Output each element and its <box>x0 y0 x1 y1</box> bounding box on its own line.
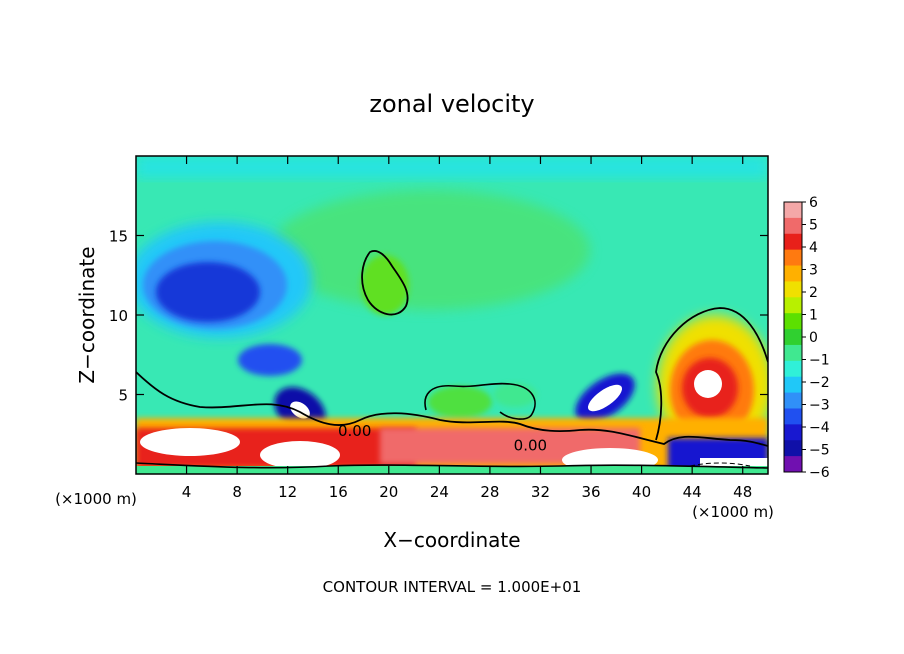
colorbar-band <box>784 392 802 409</box>
contour-label: 0.00 <box>514 436 547 454</box>
velocity-field <box>136 156 768 474</box>
colorbar-tick-label: −3 <box>809 398 830 414</box>
colorbar-tick-label: 2 <box>809 285 818 301</box>
x-unit-label-right: (×1000 m) <box>692 503 774 521</box>
colorbar-band <box>784 265 802 282</box>
colorbar-band <box>784 233 802 251</box>
z-tick-label: 10 <box>109 307 128 325</box>
dome-saturated <box>694 370 722 398</box>
colorbar-band <box>784 440 802 457</box>
colorbar-tick-label: 3 <box>809 263 818 279</box>
x-tick-label: 20 <box>379 483 398 501</box>
colorbar-band <box>784 360 802 378</box>
eddy-c-saturated <box>587 384 623 412</box>
colorbar-band <box>784 456 802 473</box>
colorbar <box>784 202 802 473</box>
contour-interval-note: CONTOUR INTERVAL = 1.000E+01 <box>323 578 582 596</box>
jet-core <box>156 262 260 322</box>
zero-contour-cell <box>361 250 409 316</box>
zero-contour-lower <box>136 371 768 447</box>
colorbar-band <box>784 344 802 362</box>
colorbar-tick-label: −5 <box>809 443 830 459</box>
z-axis-title: Z−coordinate <box>75 246 99 383</box>
zero-contour-bubble <box>424 382 536 420</box>
colorbar-band <box>784 313 802 330</box>
x-unit-label-left: (×1000 m) <box>55 490 137 508</box>
colorbar-tick-label: −1 <box>809 353 830 369</box>
colorbar-band <box>784 424 802 441</box>
zero-contour-dome <box>655 307 768 441</box>
colorbar-band <box>784 329 802 346</box>
contour-labels: 0.00 0.00 <box>338 422 547 454</box>
contour-label: 0.00 <box>338 422 371 440</box>
colorbar-tick-label: 1 <box>809 308 818 324</box>
surface-saturated-2 <box>260 441 340 469</box>
colorbar-band <box>784 297 802 314</box>
colorbar-tick-label: 0 <box>809 330 818 346</box>
x-tick-label: 28 <box>480 483 499 501</box>
x-tick-label: 36 <box>581 483 600 501</box>
z-tick-label: 5 <box>118 387 128 405</box>
colorbar-tick-label: −4 <box>809 420 830 436</box>
mid-bubble-2 <box>493 383 537 407</box>
colorbar-band <box>784 408 802 425</box>
colorbar-tick-label: 5 <box>809 218 818 234</box>
ground-strip <box>136 466 768 474</box>
x-tick-label: 32 <box>531 483 550 501</box>
x-tick-label: 44 <box>683 483 702 501</box>
mid-bubble <box>428 386 492 418</box>
colorbar-band <box>784 376 802 394</box>
z-tick-label: 15 <box>109 228 128 246</box>
positive-cell <box>361 255 409 315</box>
x-tick-label: 8 <box>232 483 242 501</box>
x-tick-label: 16 <box>329 483 348 501</box>
eddy-a <box>238 344 302 376</box>
surface-saturated-1 <box>140 428 240 456</box>
x-tick-label: 48 <box>733 483 752 501</box>
mid-field-region <box>270 190 590 310</box>
colorbar-band <box>784 202 802 219</box>
x-tick-label: 4 <box>182 483 192 501</box>
colorbar-tick-label: −6 <box>809 465 830 481</box>
x-tick-label: 12 <box>278 483 297 501</box>
colorbar-tick-label: 6 <box>809 195 818 211</box>
colorbar-band <box>784 249 802 267</box>
x-axis-title: X−coordinate <box>383 528 520 552</box>
top-negative-band <box>136 156 768 178</box>
chart-title: zonal velocity <box>369 90 534 118</box>
z-axis-ticks: 5 10 15 <box>109 228 768 405</box>
colorbar-band <box>784 217 802 235</box>
colorbar-tick-label: 4 <box>809 240 818 256</box>
x-axis-ticks: 4 8 12 16 20 24 28 32 36 40 44 48 <box>182 156 752 501</box>
colorbar-tick-label: −2 <box>809 375 830 391</box>
colorbar-ticks: 6 5 4 3 2 1 0 −1 −2 −3 −4 −5 −6 <box>802 195 830 481</box>
x-tick-label: 24 <box>430 483 449 501</box>
colorbar-band <box>784 281 802 298</box>
x-tick-label: 40 <box>632 483 651 501</box>
